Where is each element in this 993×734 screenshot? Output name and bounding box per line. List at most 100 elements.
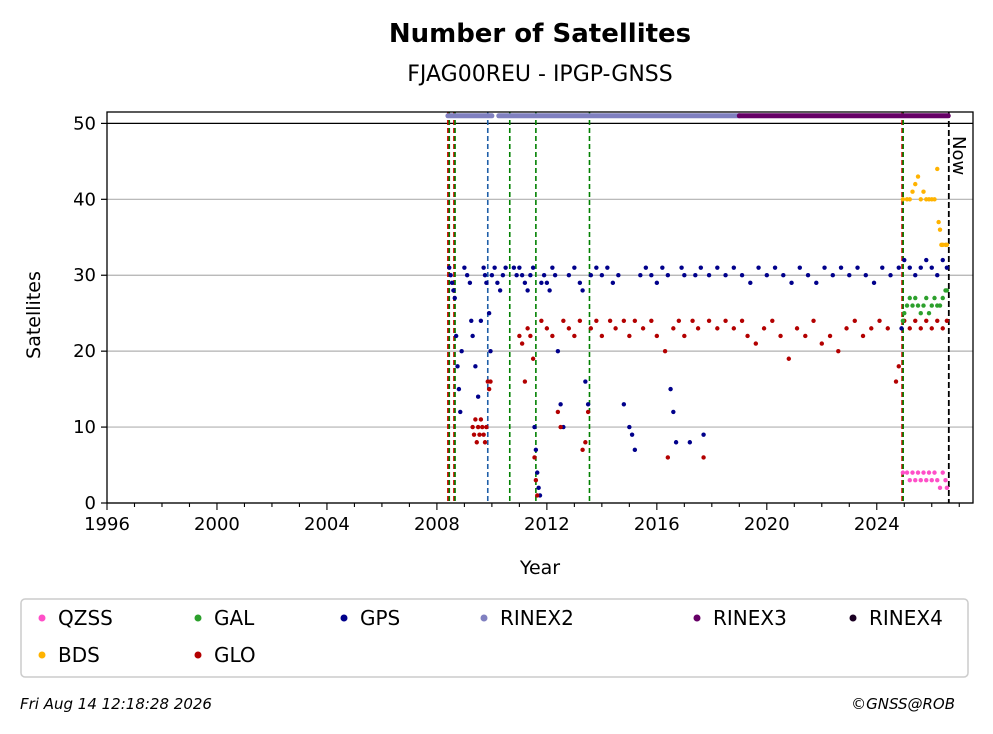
point-glo [944,318,950,323]
point-glo [544,326,550,331]
legend-label: GPS [360,606,400,630]
point-glo [649,318,654,323]
point-gps [935,273,940,278]
point-gal [904,303,910,308]
point-glo [583,440,588,445]
point-gps [536,485,541,491]
point-gps [673,440,679,445]
point-gps [486,310,492,316]
point-gps [452,295,457,301]
y-tick-label: 0 [85,493,96,514]
point-gps [764,273,770,278]
point-glo [486,386,492,392]
point-glo [929,326,934,331]
point-gps [907,265,912,270]
legend-box [20,598,969,678]
point-glo [794,326,800,331]
point-glo [778,333,783,339]
point-glo [715,326,720,331]
point-gps [489,273,495,278]
point-gal [937,303,943,308]
point-gal [900,318,906,323]
point-gps [535,470,540,475]
point-glo [918,326,923,331]
point-gps [682,273,687,278]
point-gps [660,265,665,270]
point-gps [649,273,654,278]
point-bds [935,166,940,172]
x-axis-ticks: 1996 2000 2004 2008 2012 2016 2020 2024 [84,503,960,535]
point-glo [860,333,866,339]
point-gps [525,288,530,293]
point-gps [539,280,544,286]
point-gps [459,348,464,354]
point-glo [558,424,563,430]
legend-label: BDS [58,643,100,667]
point-glo [786,356,792,361]
point-qzss [900,470,906,475]
point-qzss [932,470,937,475]
point-glo [827,333,833,339]
point-glo [519,341,525,346]
point-gps [517,265,522,270]
point-gps [748,280,753,286]
legend-marker [38,614,46,622]
y-tick-label: 10 [73,417,96,438]
legend-label: RINEX4 [869,606,943,630]
point-glo [585,409,591,415]
point-glo [613,326,618,331]
point-qzss [940,470,945,475]
point-qzss [913,478,918,483]
point-gps [500,273,506,278]
point-glo [662,348,668,354]
point-glo [533,478,539,483]
point-gps [880,265,885,270]
x-tick-label: 2000 [194,514,240,535]
point-gps [638,273,643,278]
point-glo [475,424,481,430]
x-tick-label: 2016 [634,514,680,535]
point-glo [836,348,841,354]
point-glo [632,318,638,323]
point-glo [731,326,737,331]
point-gps [888,273,893,278]
point-gps [594,265,599,270]
point-glo [654,333,660,339]
point-bds [915,174,921,179]
plot-frame [106,111,974,504]
point-gps [940,257,945,263]
point-glo [566,326,572,331]
point-bds [936,219,941,225]
y-tick-label: 50 [73,113,96,134]
point-gps [497,288,503,293]
point-glo [739,318,745,323]
point-glo [665,455,671,460]
point-glo [924,318,929,323]
point-gps [577,280,583,286]
point-gps [492,265,497,270]
point-bds [937,227,943,232]
point-qzss [937,485,943,491]
point-gps [552,273,558,278]
point-glo [477,432,482,437]
point-glo [555,409,561,415]
point-glo [893,379,899,384]
legend-marker [194,651,202,659]
point-glo [770,318,775,323]
point-gps [855,265,860,270]
point-bds [932,197,937,202]
point-gps [533,447,539,453]
point-glo [627,333,632,339]
point-glo [488,379,493,384]
point-gal [940,295,945,301]
legend-marker [194,614,202,622]
point-glo [690,318,695,323]
y-axis-ticks: 0 10 20 30 40 50 [73,113,107,514]
footer-credit: ©GNSS@ROB [851,695,955,713]
legend-label: GLO [214,643,256,667]
point-gps [632,447,638,453]
point-gal [918,310,923,316]
point-gps [706,273,712,278]
point-qzss [929,478,934,483]
point-gps [687,440,693,445]
